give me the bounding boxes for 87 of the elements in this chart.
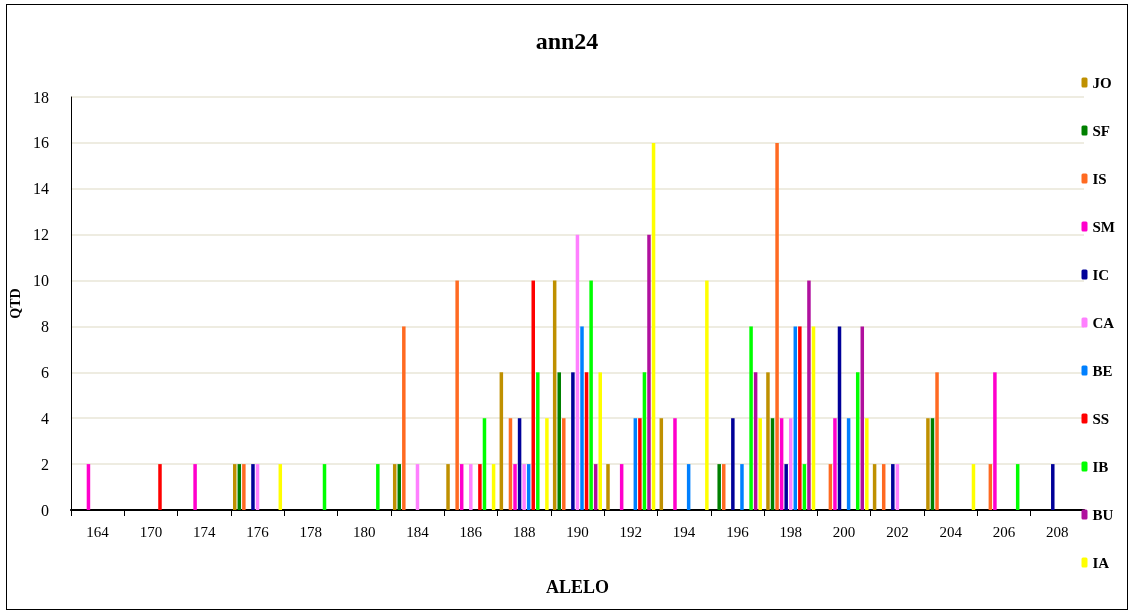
x-tick-label: 204 [939, 523, 963, 540]
bar [833, 418, 837, 510]
bar [717, 464, 721, 510]
bar [242, 464, 246, 510]
bar [798, 326, 802, 510]
x-tick-label: 188 [512, 523, 536, 540]
bar [376, 464, 380, 510]
bar [749, 326, 753, 510]
bar [545, 418, 549, 510]
bar [775, 142, 779, 510]
bar [784, 464, 788, 510]
bar [193, 464, 197, 510]
bar [562, 418, 566, 510]
y-tick-label: 0 [40, 501, 49, 519]
y-tick-label: 18 [32, 88, 49, 106]
x-tick-label: 190 [566, 523, 589, 540]
bar [891, 464, 895, 510]
bar [1051, 464, 1055, 510]
x-tick-label: 178 [299, 523, 323, 540]
bar [513, 464, 517, 510]
y-tick-label: 8 [40, 317, 49, 335]
bar [758, 418, 762, 510]
bar [993, 372, 997, 510]
bar [647, 234, 651, 510]
bar [522, 464, 526, 510]
legend-label: BE [1092, 362, 1113, 379]
x-tick-label: 202 [886, 523, 909, 540]
legend-label: IC [1092, 266, 1110, 283]
y-tick-label: 16 [32, 134, 49, 152]
legend-label: CA [1092, 314, 1115, 331]
bar [446, 464, 450, 510]
bar [705, 280, 709, 510]
x-tick-label: 180 [352, 523, 376, 540]
bar [571, 372, 575, 510]
x-tick-label: 208 [1046, 523, 1069, 540]
bar [740, 464, 744, 510]
bar [766, 372, 770, 510]
bar [158, 464, 162, 510]
x-tick-label: 200 [832, 523, 856, 540]
bar [233, 464, 237, 510]
legend-label: IS [1092, 170, 1107, 187]
legend-label: SS [1092, 410, 1110, 427]
x-axis-title: ALELO [545, 577, 609, 597]
bar [807, 280, 811, 510]
x-tick-label: 192 [619, 523, 643, 540]
y-tick-label: 4 [40, 409, 49, 427]
bar [469, 464, 473, 510]
bar [926, 418, 930, 510]
y-tick-label: 10 [32, 272, 49, 290]
x-tick-label: 186 [459, 523, 483, 540]
bar [251, 464, 255, 510]
bar [478, 464, 482, 510]
bar [731, 418, 735, 510]
x-tick-label: 164 [86, 523, 110, 540]
y-tick-label: 6 [40, 363, 49, 381]
y-tick-label: 12 [32, 226, 49, 244]
x-tick-label: 170 [139, 523, 163, 540]
bar [598, 372, 602, 510]
x-tick-label: 174 [192, 523, 216, 540]
bar [673, 418, 677, 510]
x-tick-label: 194 [672, 523, 696, 540]
x-tick-label: 198 [779, 523, 802, 540]
legend-label: IA [1092, 554, 1110, 571]
bar [589, 280, 593, 510]
bar [865, 418, 869, 510]
legend-label: JO [1092, 74, 1112, 91]
bar [638, 418, 642, 510]
bar [402, 326, 406, 510]
y-axis-title: QTD [7, 288, 23, 319]
y-tick-label: 2 [40, 455, 49, 473]
bar [580, 326, 584, 510]
legend-label: SF [1092, 122, 1111, 139]
x-tick-label: 176 [246, 523, 270, 540]
bar [455, 280, 459, 510]
y-tick-label: 14 [32, 180, 49, 198]
x-tick-label: 196 [726, 523, 750, 540]
legend-label: IB [1092, 458, 1109, 475]
x-tick-label: 184 [406, 523, 430, 540]
series-label: BU [1092, 506, 1114, 523]
bar [606, 464, 610, 510]
chart-title: ann24 [535, 28, 599, 54]
bar [935, 372, 939, 510]
legend-label: SM [1092, 218, 1115, 235]
bar [536, 372, 540, 510]
bar [531, 280, 535, 510]
x-tick-label: 206 [992, 523, 1016, 540]
bar [557, 372, 561, 510]
